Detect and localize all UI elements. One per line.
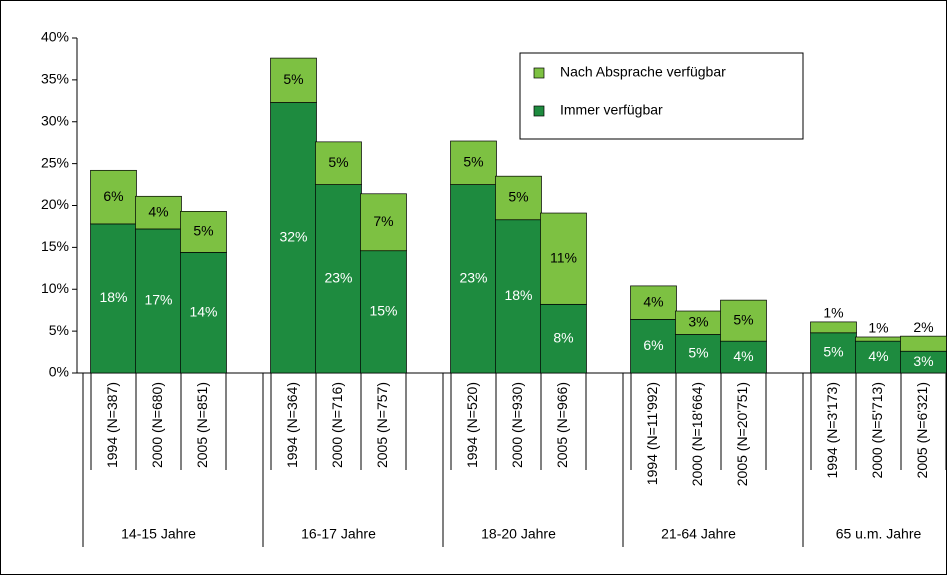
value-label: 5%	[508, 189, 528, 205]
x-tick-label: 1994 (N=11'992)	[644, 382, 660, 485]
bar-segment	[495, 175, 542, 221]
value-label: 1%	[823, 305, 843, 321]
y-tick-label: 35%	[41, 71, 69, 87]
x-tick-label: 2005 (N=851)	[194, 382, 210, 468]
bar-segment	[315, 141, 362, 185]
value-label: 4%	[868, 348, 888, 364]
value-label: 4%	[733, 348, 753, 364]
value-label: 5%	[823, 344, 843, 360]
bar-segment	[810, 321, 857, 334]
value-label: 14%	[189, 303, 217, 319]
bar-segment	[630, 285, 677, 320]
value-label: 8%	[553, 329, 573, 345]
bar-segment	[540, 212, 587, 305]
x-tick-label: 1994 (N=364)	[284, 382, 300, 468]
x-tick-label: 2005 (N=20'751)	[734, 382, 750, 486]
value-label: 5%	[193, 223, 213, 239]
group-label: 16-17 Jahre	[301, 526, 376, 542]
group-label: 21-64 Jahre	[661, 526, 736, 542]
bar-segment	[540, 303, 587, 374]
group-label: 18-20 Jahre	[481, 526, 556, 542]
value-label: 18%	[504, 287, 532, 303]
x-tick-label: 1994 (N=520)	[464, 382, 480, 468]
legend-label: Immer verfügbar	[560, 102, 663, 118]
y-tick-label: 40%	[41, 29, 69, 45]
value-label: 18%	[99, 289, 127, 305]
value-label: 23%	[324, 269, 352, 285]
value-label: 6%	[643, 337, 663, 353]
legend-swatch	[533, 105, 545, 117]
value-label: 7%	[373, 213, 393, 229]
x-tick-label: 2000 (N=5'713)	[869, 382, 885, 478]
value-label: 5%	[733, 311, 753, 327]
bar-segment	[720, 340, 767, 374]
value-label: 23%	[459, 269, 487, 285]
legend-swatch	[533, 67, 545, 79]
bar-segment	[360, 193, 407, 252]
bar-segment	[270, 102, 317, 374]
x-tick-label: 2000 (N=18'664)	[689, 382, 705, 486]
bar-segment	[450, 184, 497, 374]
group-label: 65 u.m. Jahre	[836, 526, 922, 542]
bar-segment	[855, 340, 902, 374]
bar-segment	[90, 169, 137, 225]
bar-segment	[315, 184, 362, 374]
x-tick-label: 2000 (N=716)	[329, 382, 345, 468]
value-label: 2%	[913, 319, 933, 335]
value-label: 5%	[283, 71, 303, 87]
value-label: 3%	[688, 313, 708, 329]
value-label: 32%	[279, 228, 307, 244]
x-tick-label: 2005 (N=6'321)	[914, 382, 930, 478]
bar-segment	[360, 250, 407, 374]
value-label: 4%	[148, 203, 168, 219]
value-label: 5%	[328, 154, 348, 170]
y-tick-label: 30%	[41, 112, 69, 128]
legend-box	[519, 52, 804, 140]
y-tick-label: 15%	[41, 238, 69, 254]
value-label: 3%	[913, 353, 933, 369]
y-tick-label: 5%	[49, 322, 69, 338]
value-label: 15%	[369, 303, 397, 319]
y-tick-label: 25%	[41, 154, 69, 170]
value-label: 4%	[643, 293, 663, 309]
x-tick-label: 1994 (N=3'173)	[824, 382, 840, 478]
bar-segment	[855, 336, 902, 342]
x-tick-label: 1994 (N=387)	[104, 382, 120, 468]
value-label: 6%	[103, 188, 123, 204]
y-tick-label: 20%	[41, 196, 69, 212]
group-label: 14-15 Jahre	[121, 526, 196, 542]
value-label: 11%	[550, 249, 577, 265]
y-tick-label: 0%	[49, 364, 69, 380]
bar-segment	[900, 335, 947, 352]
bar-segment	[180, 252, 227, 374]
bar-segment	[675, 334, 722, 374]
value-label: 17%	[144, 292, 172, 308]
x-tick-label: 2000 (N=930)	[509, 382, 525, 468]
bar-segment	[90, 223, 137, 374]
bar-segment	[720, 299, 767, 342]
y-tick-label: 10%	[41, 280, 69, 296]
value-label: 5%	[688, 344, 708, 360]
x-tick-label: 2000 (N=680)	[149, 382, 165, 468]
value-label: 5%	[463, 153, 483, 169]
x-tick-label: 2005 (N=966)	[554, 382, 570, 468]
bar-segment	[135, 228, 182, 374]
x-tick-label: 2005 (N=757)	[374, 382, 390, 468]
bar-segment	[630, 319, 677, 374]
bar-segment	[270, 57, 317, 103]
legend-label: Nach Absprache verfügbar	[560, 64, 726, 80]
bar-segment	[180, 211, 227, 253]
bar-segment	[450, 140, 497, 185]
value-label: 1%	[868, 320, 888, 336]
